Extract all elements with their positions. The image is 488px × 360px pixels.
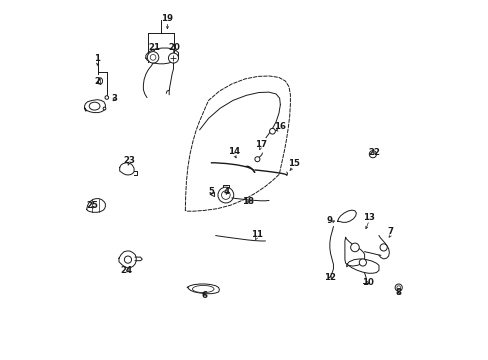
Text: 23: 23 [123,156,135,165]
Circle shape [168,53,178,63]
Ellipse shape [89,102,100,110]
Text: 25: 25 [86,201,98,210]
Circle shape [368,150,376,158]
Circle shape [150,54,156,60]
Text: 8: 8 [395,288,401,297]
Text: 10: 10 [362,278,373,287]
Circle shape [359,259,366,266]
Text: 20: 20 [168,43,180,52]
Text: 1: 1 [94,54,100,63]
Circle shape [269,129,275,134]
Circle shape [254,157,260,162]
Circle shape [379,244,386,251]
Text: 11: 11 [250,230,263,239]
Circle shape [221,191,230,199]
Text: 24: 24 [121,266,133,275]
Circle shape [124,256,131,263]
Circle shape [396,286,400,289]
Text: 9: 9 [326,216,332,225]
Text: 21: 21 [148,43,160,52]
Text: 22: 22 [367,148,380,157]
Text: 7: 7 [387,228,393,237]
Ellipse shape [105,96,108,99]
Text: 12: 12 [323,273,335,282]
Text: 3: 3 [111,94,118,103]
Text: 14: 14 [227,147,239,156]
Circle shape [394,284,402,291]
Ellipse shape [192,285,214,293]
Text: 15: 15 [287,159,299,168]
Text: 16: 16 [274,122,286,131]
Circle shape [218,187,233,203]
Circle shape [147,51,159,63]
Ellipse shape [98,78,102,84]
Circle shape [350,243,359,252]
Text: 4: 4 [223,187,229,196]
Text: 19: 19 [161,14,173,23]
Text: 13: 13 [363,213,374,222]
Text: 2: 2 [94,77,100,86]
Text: 18: 18 [242,197,254,206]
Text: 17: 17 [254,140,266,149]
Text: 5: 5 [208,187,214,196]
Text: 6: 6 [201,291,207,300]
